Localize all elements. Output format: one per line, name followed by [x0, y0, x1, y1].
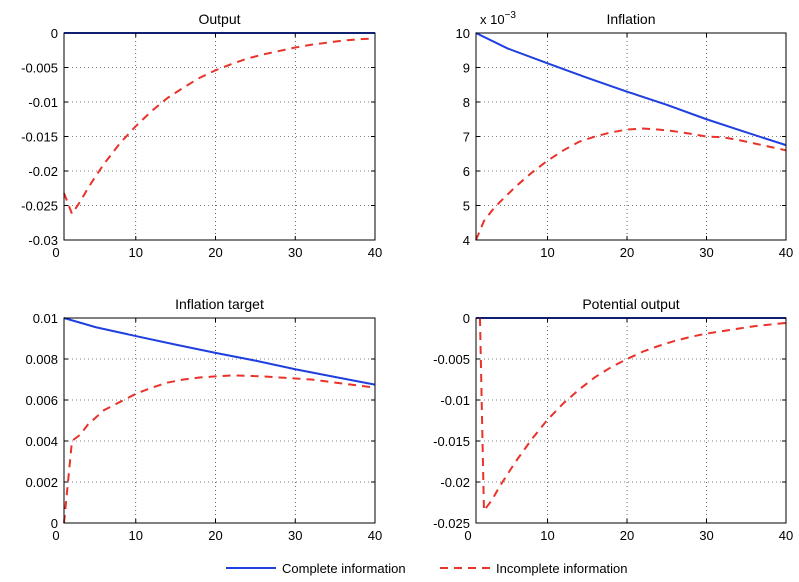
y-tick-label: 5: [463, 199, 470, 214]
x-tick-label: 0: [464, 528, 471, 543]
series-incomplete-line: [63, 374, 376, 524]
series-complete-line: [63, 317, 376, 386]
x-tick-label: 40: [368, 528, 382, 543]
panel-title: Potential output: [582, 296, 679, 312]
x-tick-label: 10: [540, 245, 554, 260]
y-tick-label: 10: [456, 26, 470, 41]
y-tick-label: 0.002: [25, 475, 58, 490]
y-tick-label: 9: [463, 61, 470, 76]
panel-0: 0 10 20 30 40 -0.03 -0.025 -0.02 -0.015 -0.01 -0.0…: [21, 11, 382, 260]
y-tick-label: 0: [463, 311, 470, 326]
x-tick-label: 30: [699, 528, 713, 543]
y-tick-label: 0.004: [25, 434, 58, 449]
x-tick-label: 10: [129, 245, 143, 260]
x-tick-label: 30: [288, 245, 302, 260]
x-tick-label: 40: [779, 245, 793, 260]
y-tick-label: 8: [463, 95, 470, 110]
y-tick-label: 6: [463, 164, 470, 179]
x-tick-label: 30: [699, 245, 713, 260]
y-tick-label: -0.03: [28, 233, 58, 248]
y-tick-label: 0: [51, 516, 58, 531]
y-tick-label: 0.01: [33, 311, 58, 326]
y-tick-label: 7: [463, 130, 470, 145]
plot-frame: [475, 317, 787, 524]
y-tick-label: 0.008: [25, 352, 58, 367]
series-incomplete-line: [63, 37, 376, 216]
panel-title: Inflation: [606, 11, 655, 27]
y-tick-label: -0.005: [433, 352, 470, 367]
y-tick-label: -0.02: [440, 475, 470, 490]
y-tick-label: 4: [463, 233, 470, 248]
x-tick-label: 20: [208, 528, 222, 543]
y-tick-label: -0.025: [433, 516, 470, 531]
x-tick-label: 10: [540, 528, 554, 543]
exponent-label: x 10−3: [480, 10, 516, 27]
x-tick-label: 0: [52, 528, 59, 543]
x-tick-label: 20: [208, 245, 222, 260]
y-tick-label: -0.01: [440, 393, 470, 408]
x-tick-label: 20: [620, 245, 634, 260]
panel-1: 10 20 30 40 4 5 6 7 8 9 10 Inflation x 10−3: [456, 10, 794, 260]
legend: Complete information Incomplete informat…: [226, 561, 628, 576]
series-incomplete-line: [475, 127, 787, 241]
exponent-power: −3: [505, 10, 517, 21]
panel-title: Output: [198, 11, 240, 27]
panel-3: 0 10 20 30 40 -0.025 -0.02 -0.015 -0.01 -0.005 0 Po…: [433, 296, 793, 543]
series-complete-line: [475, 32, 787, 147]
panel-title: Inflation target: [175, 296, 264, 312]
y-tick-label: -0.015: [433, 434, 470, 449]
y-tick-label: -0.015: [21, 130, 58, 145]
plot-frame: [475, 32, 787, 241]
y-tick-label: 0: [51, 26, 58, 41]
legend-label-complete: Complete information: [282, 561, 406, 576]
y-tick-label: -0.02: [28, 164, 58, 179]
x-tick-label: 40: [779, 528, 793, 543]
panel-2: 0 10 20 30 40 0 0.002 0.004 0.006 0.008 0.01 Inflat…: [25, 296, 382, 543]
y-tick-label: 0.006: [25, 393, 58, 408]
x-tick-label: 10: [129, 528, 143, 543]
y-tick-label: -0.01: [28, 95, 58, 110]
legend-label-incomplete: Incomplete information: [496, 561, 628, 576]
y-tick-label: -0.025: [21, 199, 58, 214]
y-tick-label: -0.005: [21, 61, 58, 76]
plot-frame: [63, 317, 376, 524]
x-tick-label: 40: [368, 245, 382, 260]
series-incomplete-line: [478, 317, 787, 514]
x-tick-label: 20: [620, 528, 634, 543]
x-tick-label: 30: [288, 528, 302, 543]
x-tick-label: 0: [52, 245, 59, 260]
